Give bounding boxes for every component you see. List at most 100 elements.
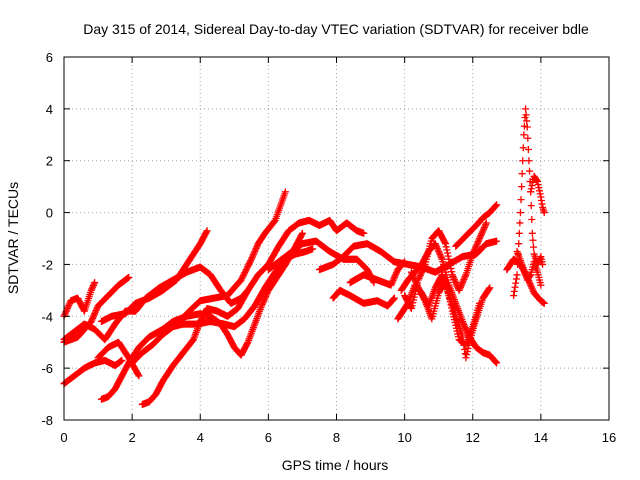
y-tick-label: -8 — [41, 413, 53, 428]
data-point — [485, 285, 493, 293]
series-track-21 — [510, 105, 547, 300]
data-point — [515, 240, 523, 248]
data-point — [409, 273, 417, 281]
data-point — [515, 229, 523, 237]
data-point — [436, 251, 444, 259]
data-point — [389, 296, 397, 304]
data-point — [413, 281, 421, 289]
data-point — [419, 265, 427, 273]
y-tick-label: 0 — [46, 206, 53, 221]
x-tick-label: 0 — [60, 430, 67, 445]
data-point — [510, 287, 518, 295]
data-point — [432, 241, 440, 249]
data-point — [478, 228, 486, 236]
data-point — [433, 244, 441, 252]
data-point — [511, 283, 519, 291]
data-point — [510, 292, 518, 300]
data-point — [477, 231, 485, 239]
data-point — [445, 255, 453, 263]
data-point — [533, 176, 541, 184]
data-point — [463, 351, 471, 359]
data-point — [519, 144, 527, 152]
data-point — [486, 284, 494, 292]
data-point — [87, 286, 95, 294]
data-point — [462, 354, 470, 362]
data-point — [480, 224, 488, 232]
data-point — [248, 254, 256, 262]
series-track-10 — [183, 188, 289, 318]
data-point — [420, 264, 428, 272]
data-point — [527, 283, 535, 291]
data-point — [444, 285, 452, 293]
data-point — [261, 294, 269, 302]
data-point — [420, 295, 428, 303]
data-point — [464, 344, 472, 352]
data-point — [459, 317, 467, 325]
data-point — [435, 247, 443, 255]
data-point — [450, 274, 458, 282]
data-point — [493, 237, 501, 245]
data-point — [388, 280, 396, 288]
data-point — [418, 267, 426, 275]
data-point — [471, 244, 479, 252]
series-track-7 — [138, 216, 368, 408]
data-point — [462, 325, 470, 333]
data-point — [513, 271, 521, 279]
data-point — [387, 281, 395, 289]
data-point — [91, 279, 99, 287]
x-tick-label: 8 — [333, 430, 340, 445]
data-point — [250, 249, 258, 257]
data-point — [360, 229, 368, 237]
data-point — [447, 265, 455, 273]
data-point — [455, 286, 463, 294]
data-point — [519, 157, 527, 165]
data-point — [481, 222, 489, 230]
y-tick-label: -2 — [41, 257, 53, 272]
data-point — [91, 310, 99, 318]
data-point — [435, 249, 443, 257]
x-tick-label: 4 — [197, 430, 204, 445]
data-point — [480, 225, 488, 233]
data-point — [540, 209, 548, 217]
x-tick-label: 12 — [466, 430, 480, 445]
data-point — [399, 259, 407, 267]
data-point — [476, 235, 484, 242]
series-track-22 — [527, 172, 548, 217]
data-point — [434, 246, 442, 254]
data-point — [478, 230, 486, 238]
data-point — [389, 277, 397, 285]
data-point — [451, 277, 459, 285]
data-point — [473, 241, 481, 249]
data-point — [433, 243, 441, 251]
data-point — [281, 188, 289, 196]
data-point — [390, 275, 398, 283]
data-point — [524, 134, 532, 142]
data-point — [533, 177, 541, 185]
data-point — [61, 311, 69, 319]
series-track-23 — [513, 247, 545, 289]
data-point — [449, 272, 457, 280]
data-point — [446, 295, 454, 303]
data-point — [401, 258, 409, 266]
data-point — [437, 254, 445, 262]
data-point — [448, 268, 456, 276]
series-track-6 — [94, 338, 143, 380]
data-point — [260, 296, 268, 304]
data-point — [526, 280, 534, 288]
data-point — [445, 292, 453, 300]
series-track-3 — [60, 356, 126, 388]
data-point — [470, 247, 478, 255]
data-point — [410, 274, 418, 282]
data-point — [125, 273, 133, 281]
data-point — [520, 131, 528, 139]
data-point — [535, 184, 543, 192]
data-point — [65, 301, 73, 309]
y-tick-label: -4 — [41, 309, 53, 324]
y-tick-label: 2 — [46, 154, 53, 169]
data-point — [448, 271, 456, 279]
data-point — [537, 281, 545, 289]
data-point — [456, 283, 464, 291]
data-point — [512, 275, 520, 283]
data-point — [492, 358, 500, 366]
